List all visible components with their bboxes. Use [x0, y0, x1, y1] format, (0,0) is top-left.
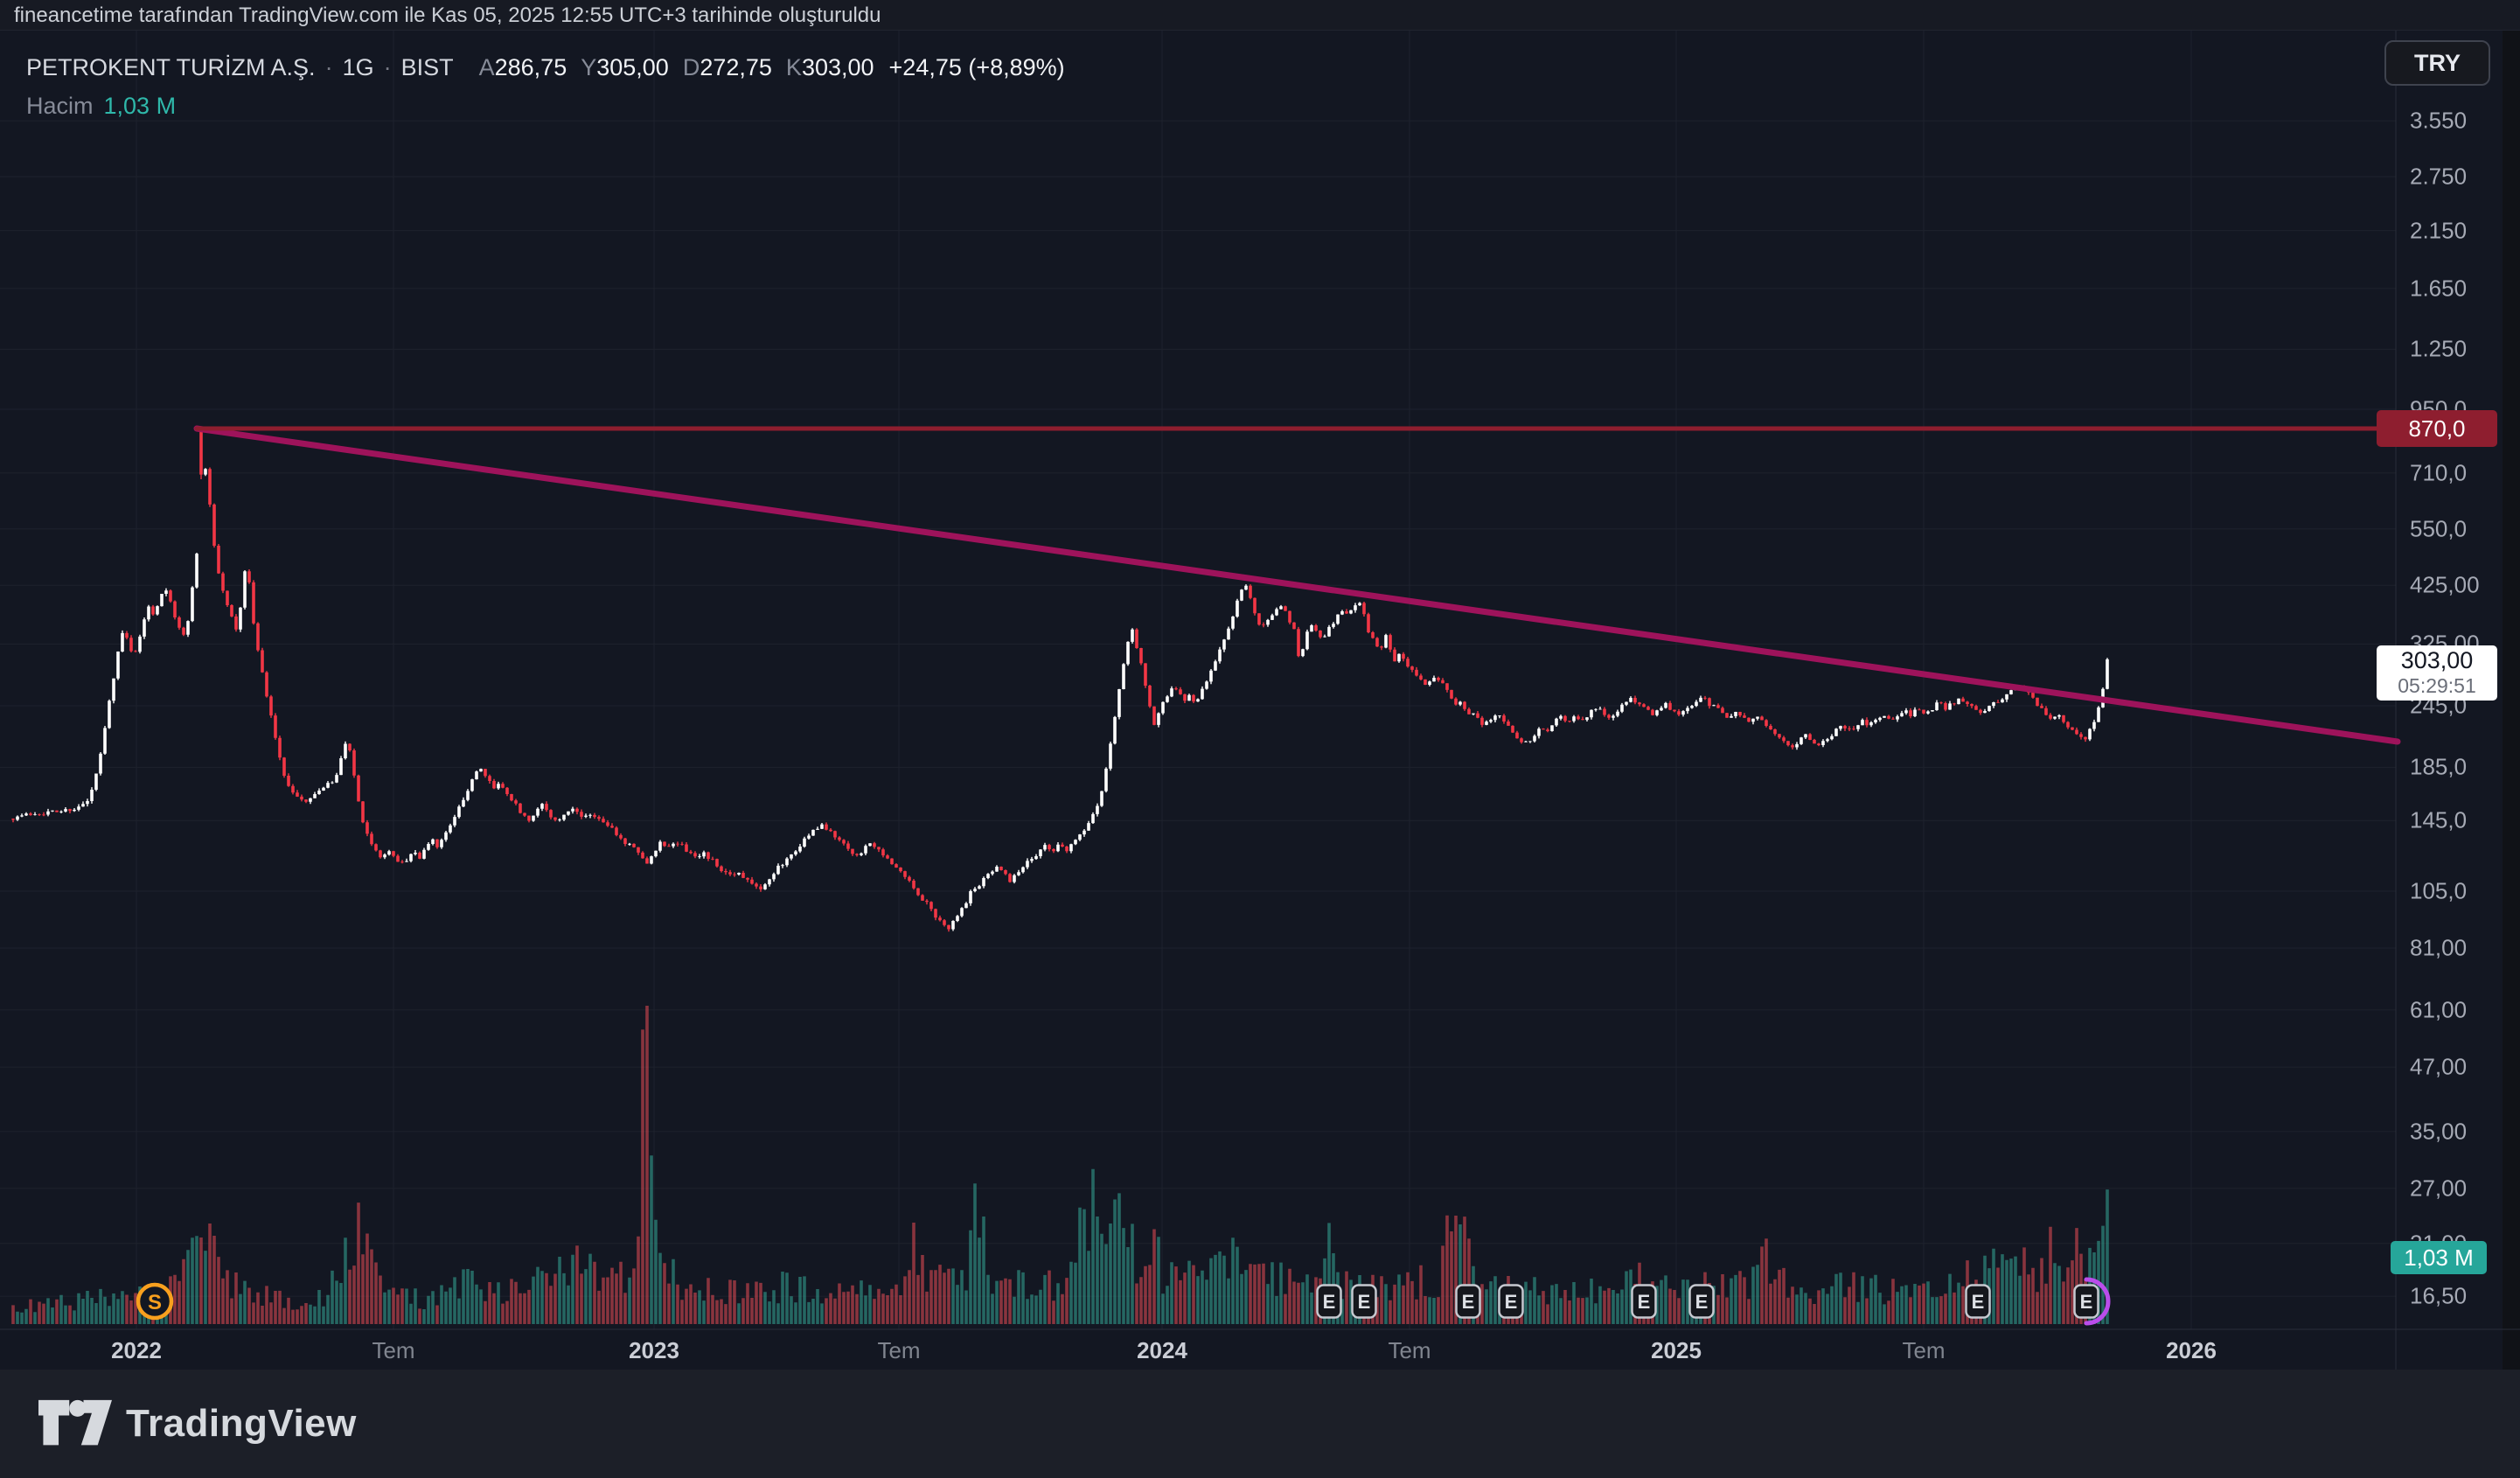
- svg-text:E: E: [1638, 1291, 1651, 1313]
- price-tick-label: 47,00: [2410, 1053, 2468, 1080]
- ohlc-k-pair: K303,00: [785, 54, 874, 80]
- svg-text:E: E: [1695, 1291, 1709, 1313]
- svg-text:S: S: [148, 1291, 162, 1314]
- symbol-header: PETROKENT TURİZM A.Ş. · 1G · BIST A286,7…: [26, 54, 1065, 120]
- volume-value: 1,03 M: [103, 93, 177, 119]
- earnings-marker[interactable]: E: [2073, 1284, 2099, 1319]
- earnings-marker[interactable]: E: [1631, 1284, 1657, 1319]
- price-line-label: 870,0: [2377, 410, 2497, 447]
- price-tick-label: 185,0: [2410, 753, 2468, 780]
- price-tick-label: 27,00: [2410, 1175, 2468, 1202]
- separator-dot: ·: [383, 54, 392, 80]
- earnings-marker[interactable]: E: [1455, 1284, 1481, 1319]
- price-tick-label: 35,00: [2410, 1118, 2468, 1145]
- tradingview-logo[interactable]: TradingView: [38, 1398, 357, 1449]
- earnings-marker[interactable]: E: [1351, 1284, 1377, 1319]
- earnings-marker[interactable]: E: [1688, 1284, 1715, 1319]
- svg-text:E: E: [1323, 1291, 1336, 1313]
- ohlc-y-pair: Y305,00: [581, 54, 669, 80]
- time-tick-2023[interactable]: 2023: [629, 1337, 679, 1363]
- time-tick-tem[interactable]: Tem: [1388, 1337, 1431, 1363]
- ohlc-a-pair: A286,75: [478, 54, 567, 80]
- right-gutter: [2503, 31, 2520, 1370]
- interval-value[interactable]: 1G: [342, 54, 374, 80]
- time-axis[interactable]: 2022 Tem 2023 Tem 2024 Tem 2025 Tem 2026: [0, 1330, 2520, 1370]
- time-tick-tem[interactable]: Tem: [372, 1337, 415, 1363]
- price-tick-label: 145,0: [2410, 806, 2468, 833]
- tradingview-logo-text: TradingView: [126, 1402, 357, 1445]
- price-tick-label: 2.750: [2410, 163, 2468, 190]
- split-marker[interactable]: S: [136, 1282, 174, 1321]
- price-tick-label: 1.250: [2410, 335, 2468, 362]
- price-tick-label: 81,00: [2410, 934, 2468, 961]
- time-tick-2024[interactable]: 2024: [1137, 1337, 1187, 1363]
- price-tick-label: 710,0: [2410, 459, 2468, 486]
- earnings-marker[interactable]: E: [1316, 1284, 1342, 1319]
- symbol-title[interactable]: PETROKENT TURİZM A.Ş.: [26, 54, 316, 80]
- tradingview-logo-mark-icon: [38, 1399, 112, 1446]
- svg-text:E: E: [1358, 1291, 1371, 1313]
- bar-countdown: 05:29:51: [2398, 673, 2476, 697]
- event-markers: E E E E E E E ES: [136, 1277, 2111, 1326]
- exchange-name: BIST: [400, 54, 454, 80]
- svg-text:E: E: [1462, 1291, 1475, 1313]
- change-value: +24,75 (+8,89%): [888, 54, 1065, 80]
- price-tick-label: 3.550: [2410, 107, 2468, 134]
- price-axis[interactable]: TRY 3.550 2.750 2.150 1.650 1.250 950,0 710,0 5…: [2377, 31, 2520, 1370]
- volume-axis-badge: 1,03 M: [2391, 1241, 2487, 1274]
- price-tick-label: 16,50: [2410, 1282, 2468, 1309]
- volume-label: Hacim: [26, 93, 94, 119]
- svg-text:E: E: [1505, 1291, 1518, 1313]
- svg-text:E: E: [2080, 1291, 2093, 1313]
- descending-trendline[interactable]: [193, 425, 2401, 745]
- last-price-value: 303,00: [2400, 646, 2474, 673]
- earnings-marker[interactable]: E: [1965, 1284, 1991, 1319]
- time-tick-tem[interactable]: Tem: [1902, 1337, 1946, 1363]
- price-tick-label: 61,00: [2410, 996, 2468, 1023]
- next-earnings-arc: [2084, 1277, 2111, 1326]
- earnings-marker[interactable]: E: [1498, 1284, 1524, 1319]
- separator-dot: ·: [324, 54, 333, 80]
- price-tick-label: 105,0: [2410, 877, 2468, 904]
- price-tick-label: 1.650: [2410, 275, 2468, 302]
- attribution-text: fineancetime tarafından TradingView.com …: [14, 3, 881, 27]
- price-tick-label: 2.150: [2410, 217, 2468, 244]
- currency-button[interactable]: TRY: [2384, 40, 2490, 86]
- volume-bars: [11, 1006, 2109, 1324]
- ohlc-d-pair: D272,75: [682, 54, 772, 80]
- ohlc-values: A286,75 Y305,00 D272,75 K303,00: [479, 54, 874, 81]
- time-tick-2022[interactable]: 2022: [111, 1337, 162, 1363]
- time-tick-2026[interactable]: 2026: [2166, 1337, 2217, 1363]
- price-tick-label: 425,00: [2410, 571, 2480, 598]
- volume-row: Hacim 1,03 M: [26, 93, 1065, 120]
- last-price-label: 303,00 05:29:51: [2377, 645, 2497, 701]
- footer-bar: TradingView: [0, 1370, 2520, 1478]
- time-tick-tem[interactable]: Tem: [877, 1337, 921, 1363]
- svg-text:E: E: [1972, 1291, 1985, 1313]
- grid-lines: [0, 31, 2396, 1329]
- price-tick-label: 550,0: [2410, 515, 2468, 542]
- time-tick-2025[interactable]: 2025: [1651, 1337, 1702, 1363]
- candlesticks: [11, 429, 2109, 932]
- attribution-bar: fineancetime tarafından TradingView.com …: [0, 0, 2520, 31]
